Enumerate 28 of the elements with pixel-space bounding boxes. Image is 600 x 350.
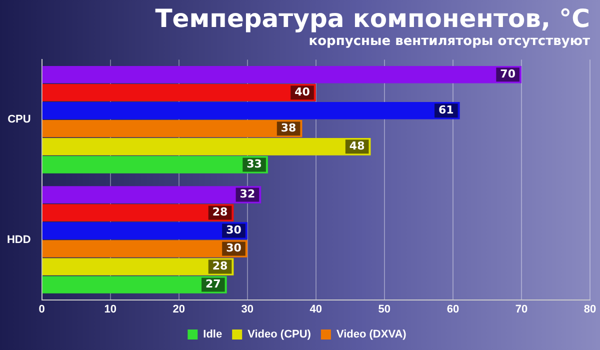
chart-subtitle: корпусные вентиляторы отсутствуют	[308, 34, 590, 49]
legend-label: Video (CPU)	[248, 328, 312, 341]
x-tick-label: 80	[584, 303, 596, 316]
x-tick-label: 50	[378, 303, 391, 316]
data-label: 28	[212, 206, 228, 219]
data-label: 27	[206, 278, 221, 291]
data-label: 33	[246, 158, 262, 171]
data-label: 32	[240, 188, 256, 201]
data-label: 40	[294, 85, 310, 98]
x-tick-label: 30	[241, 303, 254, 316]
x-tick-label: 0	[38, 303, 45, 316]
x-tick-label: 20	[172, 303, 185, 316]
x-tick-label: 70	[515, 303, 528, 316]
data-label: 70	[500, 67, 516, 80]
x-tick-label: 10	[104, 303, 116, 316]
y-tick-label: CPU	[8, 114, 31, 126]
legend-label: Video (DXVA)	[336, 328, 407, 341]
data-label: 30	[226, 242, 242, 255]
y-tick-label: HDD	[6, 234, 31, 246]
x-tick-label: 40	[310, 303, 322, 316]
data-label: 48	[349, 140, 365, 153]
data-label: 61	[438, 104, 454, 116]
data-label: 30	[226, 224, 242, 237]
x-tick-label: 60	[446, 303, 460, 316]
data-label: 38	[280, 122, 296, 135]
chart-title: Температура компонентов, °C	[155, 4, 590, 33]
legend-label: Idle	[203, 328, 222, 341]
data-label: 28	[212, 260, 228, 273]
